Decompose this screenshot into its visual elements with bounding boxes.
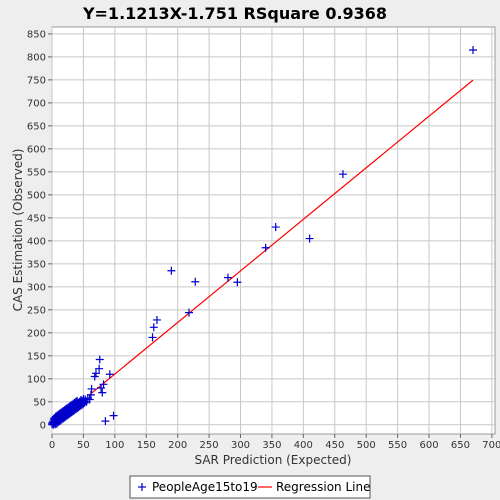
y-tick-label: 0 bbox=[40, 420, 46, 431]
scatter-point bbox=[233, 278, 242, 287]
legend-box bbox=[129, 475, 371, 499]
x-tick-label: 400 bbox=[294, 440, 313, 451]
y-tick-label: 150 bbox=[27, 351, 46, 362]
scatter-point bbox=[99, 380, 108, 389]
y-tick-label: 700 bbox=[27, 98, 46, 109]
scatter-point bbox=[109, 411, 118, 420]
x-tick-label: 600 bbox=[419, 440, 438, 451]
y-tick-label: 850 bbox=[27, 29, 46, 40]
y-tick-label: 200 bbox=[27, 328, 46, 339]
scatter-point bbox=[167, 266, 176, 275]
x-tick-label: 50 bbox=[77, 440, 90, 451]
scatter-point bbox=[105, 370, 114, 379]
y-tick-label: 300 bbox=[27, 282, 46, 293]
scatter-point bbox=[271, 223, 280, 232]
scatter-point bbox=[469, 45, 478, 54]
scatter-point bbox=[95, 364, 104, 373]
gridlines bbox=[51, 27, 495, 434]
y-tick-label: 500 bbox=[27, 190, 46, 201]
scatter-point bbox=[261, 243, 270, 252]
y-axis-title: CAS Estimation (Observed) bbox=[11, 149, 25, 312]
legend: PeopleAge15to19 Regression Line bbox=[129, 475, 371, 499]
scatter-point bbox=[191, 277, 200, 286]
y-tick-label: 550 bbox=[27, 167, 46, 178]
x-tick-label: 650 bbox=[451, 440, 470, 451]
scatter-point bbox=[95, 355, 104, 364]
y-axis: 0 50 100 150 200 250 300 350 400 450 500 550 600 650 7… bbox=[27, 29, 52, 431]
y-tick-label: 250 bbox=[27, 305, 46, 316]
scatter-point bbox=[184, 308, 193, 317]
x-tick-label: 550 bbox=[388, 440, 407, 451]
x-axis-title: SAR Prediction (Expected) bbox=[195, 453, 352, 467]
scatter-point bbox=[152, 315, 161, 324]
legend-label-regression: Regression Line bbox=[276, 480, 370, 494]
scatter-point bbox=[101, 417, 110, 426]
y-tick-label: 100 bbox=[27, 374, 46, 385]
legend-label-scatter: PeopleAge15to19 bbox=[152, 480, 258, 494]
y-tick-label: 600 bbox=[27, 144, 46, 155]
x-tick-label: 0 bbox=[49, 440, 55, 451]
y-tick-label: 450 bbox=[27, 213, 46, 224]
scatter-point bbox=[338, 170, 347, 179]
scatter-point bbox=[149, 323, 158, 332]
scatter-point bbox=[305, 234, 314, 243]
regression-line-group bbox=[89, 79, 474, 396]
x-tick-label: 500 bbox=[357, 440, 376, 451]
x-tick-label: 350 bbox=[262, 440, 281, 451]
y-tick-label: 650 bbox=[27, 121, 46, 132]
x-tick-label: 300 bbox=[231, 440, 250, 451]
y-tick-label: 800 bbox=[27, 52, 46, 63]
y-tick-label: 350 bbox=[27, 259, 46, 270]
y-tick-label: 750 bbox=[27, 75, 46, 86]
scatter-point bbox=[148, 333, 157, 342]
scatter-points bbox=[48, 45, 478, 429]
scatter-point bbox=[223, 273, 232, 282]
legend-marker-scatter bbox=[138, 483, 146, 491]
scatter-point bbox=[91, 369, 100, 378]
scatter-point bbox=[86, 390, 95, 399]
y-tick-label: 50 bbox=[33, 397, 46, 408]
scatter-point bbox=[87, 384, 96, 393]
x-tick-label: 450 bbox=[325, 440, 344, 451]
scatter-point bbox=[98, 388, 107, 397]
x-axis: 0 50 100 150 200 250 300 350 400 450 500 550 600 650 7… bbox=[49, 434, 500, 451]
y-tick-label: 400 bbox=[27, 236, 46, 247]
regression-line bbox=[89, 79, 474, 396]
x-tick-label: 150 bbox=[137, 440, 156, 451]
x-tick-label: 200 bbox=[168, 440, 187, 451]
x-tick-label: 250 bbox=[200, 440, 219, 451]
scatter-point bbox=[85, 395, 94, 404]
x-tick-label: 100 bbox=[105, 440, 124, 451]
chart-title: Y=1.1213X-1.751 RSquare 0.9368 bbox=[82, 4, 387, 23]
x-tick-label: 700 bbox=[482, 440, 500, 451]
plot-area bbox=[51, 26, 496, 435]
